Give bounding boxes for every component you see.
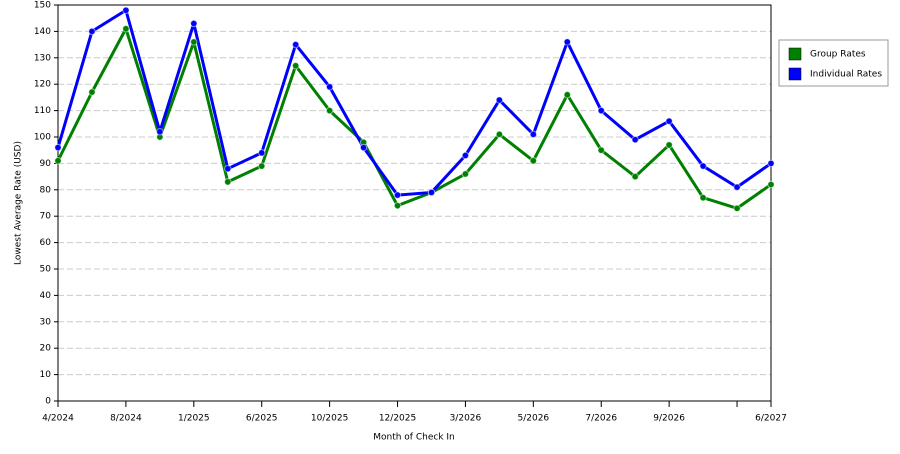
data-point (529, 130, 538, 139)
x-tick-label: 12/2025 (379, 414, 416, 424)
data-point (88, 27, 96, 36)
x-tick-label: 10/2025 (311, 414, 348, 424)
y-tick-label: 120 (34, 80, 51, 90)
data-point (88, 88, 96, 96)
data-point (631, 135, 639, 144)
data-point (665, 117, 673, 125)
x-tick-label: 1/2025 (178, 414, 210, 424)
y-tick-label: 130 (34, 53, 51, 63)
x-tick-label: 7/2026 (585, 414, 617, 424)
data-point (393, 201, 402, 210)
data-point (529, 157, 538, 165)
y-tick-label: 100 (34, 133, 51, 143)
y-tick-label: 90 (40, 159, 52, 169)
y-tick-label: 110 (34, 106, 51, 116)
data-point (325, 83, 334, 91)
x-tick-label: 4/2024 (42, 414, 74, 424)
y-tick-label: 10 (40, 370, 52, 380)
y-tick-label: 150 (34, 1, 51, 11)
data-point (291, 40, 300, 49)
data-point (190, 19, 198, 28)
y-tick-label: 0 (45, 397, 51, 407)
plot-frame (57, 4, 772, 402)
legend-swatch (788, 47, 802, 61)
legend-label: Group Rates (810, 50, 866, 60)
data-point (699, 194, 707, 202)
y-tick-label: 140 (34, 27, 51, 37)
data-point (461, 151, 470, 160)
data-point (156, 128, 164, 136)
data-point (563, 91, 571, 99)
data-point (258, 162, 266, 170)
data-point (258, 149, 266, 157)
x-tick-label: 8/2024 (110, 414, 142, 424)
x-tick-label: 6/2025 (246, 414, 278, 424)
data-point (597, 146, 605, 154)
data-point (359, 143, 368, 152)
data-point (733, 204, 741, 212)
data-point (291, 62, 300, 70)
data-point (597, 106, 605, 115)
y-axis-label: Lowest Average Rate (USD) (14, 141, 24, 265)
legend-label: Individual Rates (810, 70, 882, 80)
data-point (699, 162, 707, 170)
data-point (665, 141, 673, 149)
data-point (733, 183, 741, 191)
data-point (461, 170, 470, 178)
data-point (325, 106, 334, 115)
x-axis-label: Month of Check In (373, 433, 455, 443)
data-point (54, 143, 62, 152)
y-tick-label: 70 (40, 212, 52, 222)
y-tick-label: 50 (40, 265, 52, 275)
y-tick-label: 30 (40, 317, 52, 327)
data-point (54, 157, 62, 165)
y-tick-label: 60 (40, 238, 52, 248)
y-tick-label: 80 (40, 185, 52, 195)
data-point (631, 172, 639, 181)
data-point (563, 38, 571, 46)
data-point (190, 38, 198, 46)
data-point (122, 6, 130, 14)
x-tick-label: 3/2026 (450, 414, 482, 424)
data-point (393, 191, 402, 199)
y-tick-label: 40 (40, 291, 52, 301)
data-point (495, 96, 504, 104)
series-line (56, 27, 772, 210)
data-point (224, 178, 232, 186)
data-point (427, 188, 436, 197)
x-tick-label: 5/2026 (517, 414, 549, 424)
data-point (767, 159, 775, 168)
series-line (56, 8, 772, 197)
data-point (122, 25, 130, 33)
y-tick-label: 20 (40, 344, 52, 354)
data-point (495, 130, 504, 139)
x-tick-label: 9/2026 (653, 414, 685, 424)
x-tick-label: 6/2027 (755, 414, 787, 424)
data-point (224, 164, 232, 173)
legend-swatch (788, 67, 802, 81)
data-point (767, 180, 775, 189)
